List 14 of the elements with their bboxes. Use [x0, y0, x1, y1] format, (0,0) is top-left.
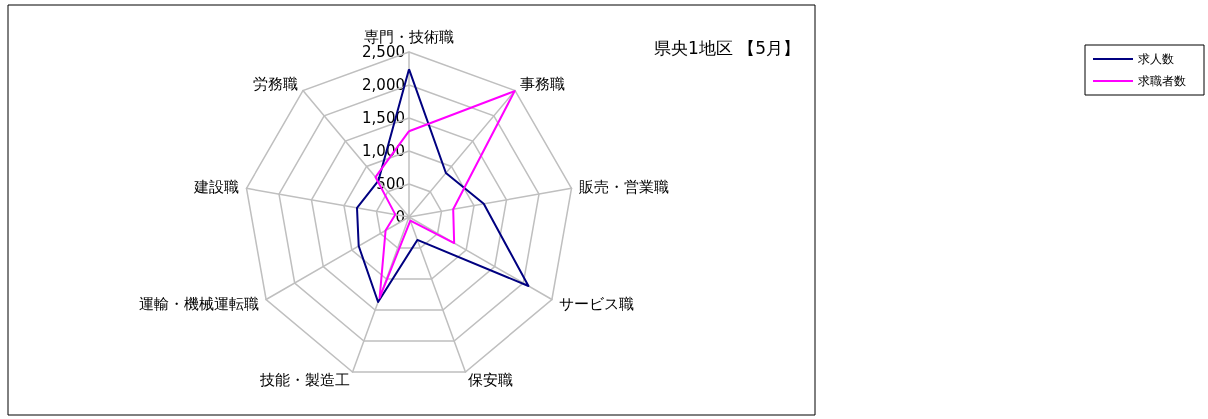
- spoke-label: 事務職: [520, 75, 566, 94]
- spoke-label: 専門・技術職: [364, 27, 454, 46]
- spoke-label: 建設職: [192, 177, 239, 196]
- spoke-label: 労務職: [252, 75, 298, 94]
- legend-label: 求人数: [1138, 52, 1174, 66]
- text: 県央1地区 【5月】: [653, 38, 800, 58]
- y-tick-label: 2,500: [362, 43, 405, 61]
- spoke-label: 運輸・機械運転職: [139, 294, 260, 313]
- spoke-label: 保安職: [468, 370, 514, 389]
- y-tick-label: 2,000: [362, 76, 405, 94]
- legend-label: 求職者数: [1138, 74, 1186, 88]
- spoke-label: 技能・製造工: [258, 370, 350, 389]
- spoke-label: 販売・営業職: [579, 177, 670, 196]
- spoke-label: サービス職: [558, 294, 634, 313]
